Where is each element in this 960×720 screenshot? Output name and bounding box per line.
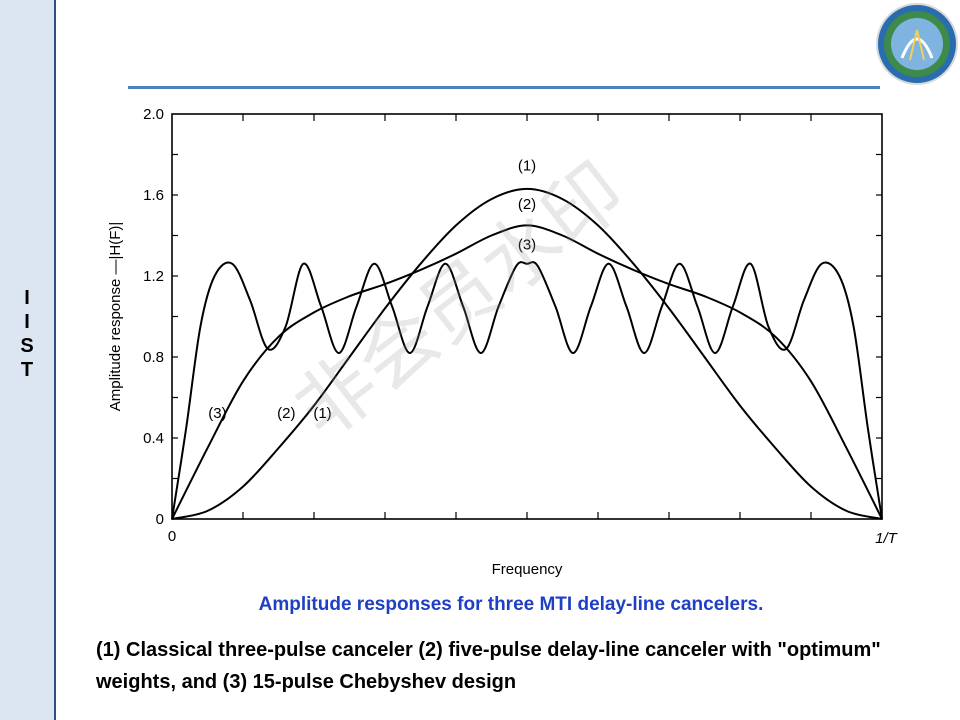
series-line-2: [171, 224, 883, 520]
y-tick-label: 0.4: [143, 430, 164, 447]
curve-annotation: (1): [313, 405, 331, 422]
sidebar-letter: T: [20, 359, 34, 381]
curve-annotation: (2): [518, 196, 536, 213]
plot-frame: [171, 113, 883, 520]
y-axis-label: Amplitude response —|H(F)|: [107, 222, 124, 412]
x-axis-label: Frequency: [492, 561, 563, 578]
curve-annotation: (1): [518, 158, 536, 175]
figure-caption-text: (1) Classical three-pulse canceler (2) f…: [96, 639, 881, 693]
series-line-1: [171, 187, 883, 520]
x-tick-label: 0: [168, 528, 176, 545]
institute-logo: [876, 3, 958, 85]
y-tick-label: 0.8: [143, 349, 164, 366]
series-line-3: [171, 261, 883, 520]
header-rule: [128, 86, 880, 89]
curve-annotation: (2): [277, 405, 295, 422]
y-tick-label: 0: [156, 511, 164, 528]
sidebar: I I S T: [0, 0, 56, 720]
figure-caption-title: Amplitude responses for three MTI delay-…: [258, 594, 764, 615]
amplitude-response-chart: 0 0.4 0.8 1.2 1.6 2.0 0 1/T Frequency Amplitude r…: [107, 106, 899, 578]
y-tick-label: 2.0: [143, 106, 164, 123]
sidebar-letters: I I S T: [0, 286, 54, 382]
y-tick-label: 1.2: [143, 268, 164, 285]
sidebar-letter: I: [24, 311, 30, 333]
y-tick-label: 1.6: [143, 187, 164, 204]
curve-annotation: (3): [208, 405, 226, 422]
x-tick-label: 1/T: [875, 530, 899, 547]
sidebar-letter: I: [24, 287, 30, 309]
sidebar-letter: S: [20, 335, 34, 357]
curve-annotation: (3): [518, 237, 536, 254]
